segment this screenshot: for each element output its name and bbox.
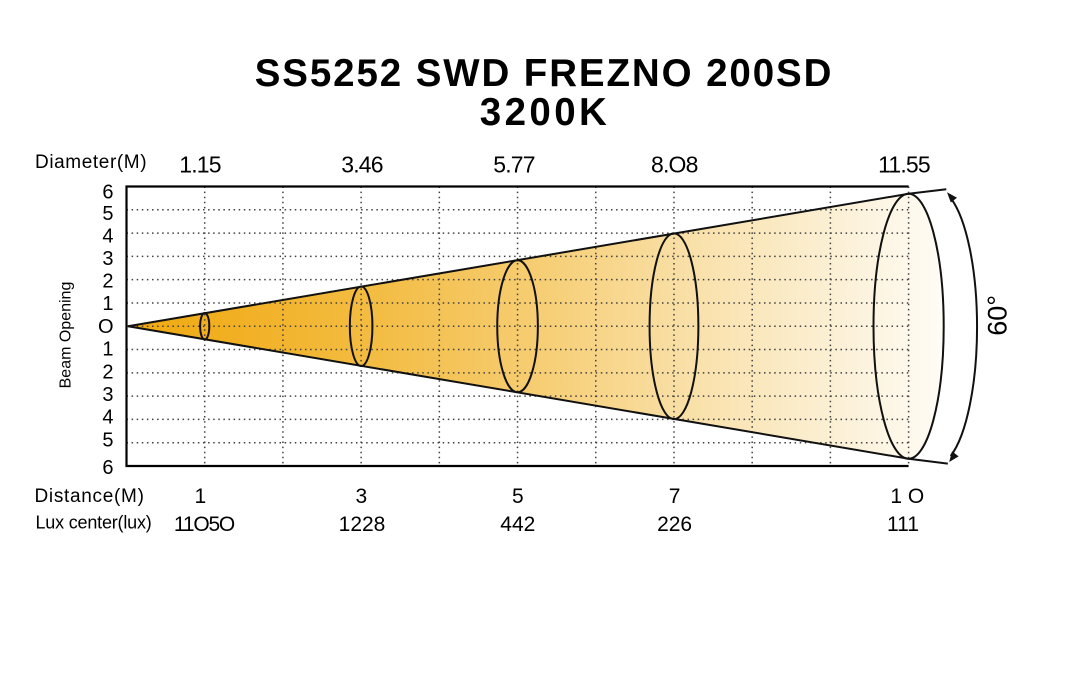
svg-text:5: 5 (512, 485, 524, 508)
svg-text:Beam Opening: Beam Opening (58, 282, 75, 389)
svg-text:3: 3 (102, 248, 113, 270)
svg-text:8.O8: 8.O8 (651, 152, 698, 178)
svg-text:Distance(M): Distance(M) (35, 486, 145, 507)
svg-text:226: 226 (657, 513, 692, 536)
svg-text:1228: 1228 (339, 513, 386, 536)
svg-text:1: 1 (102, 339, 113, 361)
svg-text:1: 1 (195, 485, 207, 508)
svg-text:Diameter(M): Diameter(M) (35, 152, 147, 173)
svg-text:60°: 60° (983, 295, 1013, 336)
svg-text:3.46: 3.46 (341, 152, 383, 178)
svg-text:442: 442 (500, 513, 535, 536)
svg-text:11.55: 11.55 (878, 152, 930, 178)
svg-text:1 O: 1 O (890, 485, 924, 508)
svg-text:7: 7 (669, 485, 681, 508)
svg-text:Lux center(lux): Lux center(lux) (36, 513, 152, 533)
svg-text:SS5252 SWD FREZNO 200SD: SS5252 SWD FREZNO 200SD (255, 52, 834, 95)
svg-text:2: 2 (102, 271, 113, 293)
svg-text:6: 6 (102, 182, 113, 204)
svg-text:1: 1 (102, 293, 113, 315)
svg-text:4: 4 (102, 407, 113, 429)
svg-text:3: 3 (102, 384, 113, 406)
svg-text:5: 5 (102, 203, 113, 225)
svg-text:O: O (98, 316, 114, 338)
svg-text:5.77: 5.77 (493, 152, 535, 178)
svg-text:6: 6 (102, 457, 113, 479)
svg-text:2: 2 (102, 361, 113, 383)
svg-text:3200K: 3200K (480, 91, 610, 134)
svg-text:4: 4 (102, 226, 113, 248)
svg-text:5: 5 (102, 429, 113, 451)
svg-text:3: 3 (355, 485, 367, 508)
svg-text:1.15: 1.15 (179, 152, 221, 178)
svg-text:11O5O: 11O5O (174, 513, 235, 536)
svg-text:111: 111 (887, 513, 919, 536)
